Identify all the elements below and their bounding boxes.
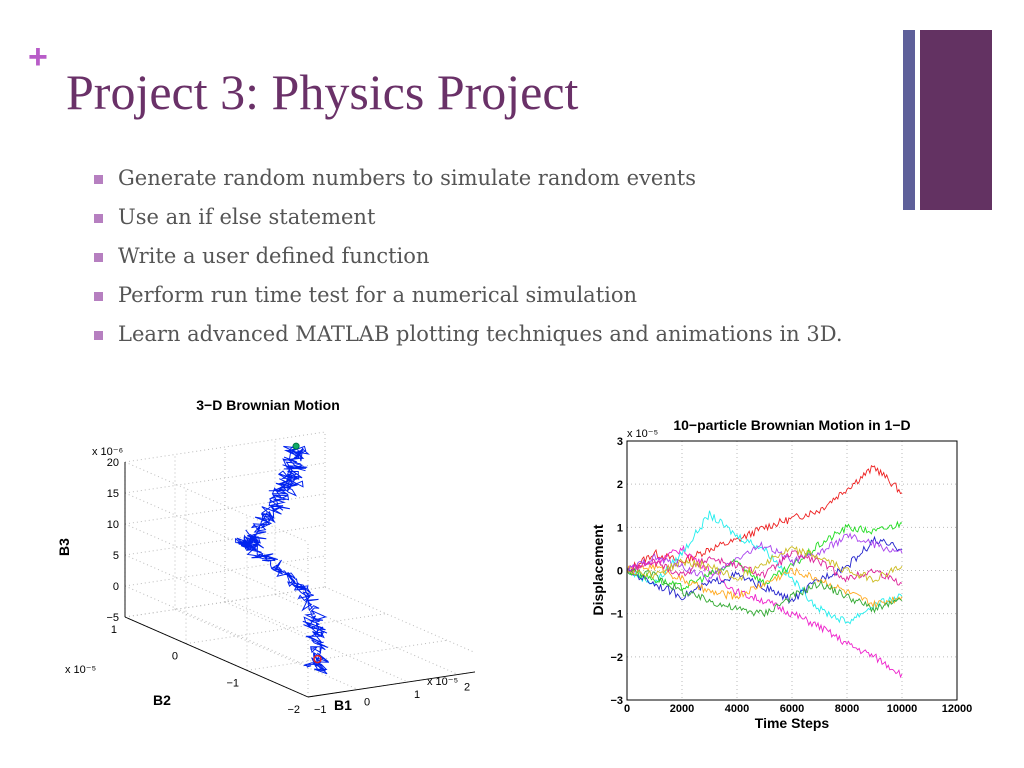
- y-axis-line: [124, 616, 309, 698]
- x-tick-label: 0: [624, 703, 630, 715]
- bullet-text: Write a user defined function: [118, 244, 430, 268]
- bullet-text: Use an if else statement: [118, 205, 376, 229]
- y-tick-label: −1: [610, 609, 623, 621]
- plot-frame: [626, 440, 958, 701]
- series-line: [626, 568, 903, 618]
- bullet-item: Use an if else statement: [90, 202, 880, 232]
- y-tick-label: 3: [617, 436, 623, 448]
- grid-line: [124, 523, 309, 605]
- bullet-item: Perform run time test for a numerical si…: [90, 280, 880, 310]
- x-tick-label: 1: [414, 689, 420, 701]
- x-axis-line: [307, 671, 475, 698]
- series-line: [626, 510, 903, 625]
- y-tick-label: 0: [172, 651, 178, 663]
- bullet-item: Learn advanced MATLAB plotting technique…: [90, 319, 880, 349]
- z-multiplier-label: x 10⁻⁶: [92, 446, 123, 458]
- series-line: [626, 562, 903, 609]
- x-tick-label: 10000: [887, 703, 918, 715]
- y-tick-label: −2: [610, 652, 623, 664]
- x-tick-label: 4000: [725, 703, 749, 715]
- bullet-item: Write a user defined function: [90, 241, 880, 271]
- y-tick-label: 0: [617, 566, 623, 578]
- grid-line: [124, 586, 326, 618]
- x-multiplier-label: x 10⁻⁵: [427, 676, 458, 688]
- y-tick-label: 1: [617, 522, 623, 534]
- grid-line: [124, 431, 326, 463]
- x-tick-label: −1: [314, 704, 327, 715]
- square-bullet-icon: [94, 292, 103, 301]
- series-line: [626, 464, 903, 571]
- grid-line: [124, 524, 326, 556]
- z-tick-label: 0: [113, 581, 119, 593]
- x-tick-label: 6000: [780, 703, 804, 715]
- z-tick-label: −5: [106, 612, 119, 624]
- series-group: [626, 464, 903, 679]
- y-tick-label: 1: [111, 624, 117, 636]
- bullet-list: Generate random numbers to simulate rand…: [90, 163, 880, 358]
- brownian-1d-chart: 10−particle Brownian Motion in 1−D x 10⁻…: [590, 417, 972, 731]
- grid-line: [324, 586, 475, 654]
- series-line: [626, 532, 903, 583]
- grid-line: [124, 554, 309, 636]
- x-tick-label: 2: [464, 682, 470, 694]
- y-multiplier-label: x 10⁻⁵: [627, 428, 658, 440]
- plot-grid: [627, 441, 957, 700]
- z-tick-label: 10: [107, 519, 119, 531]
- x-tick-label: 12000: [942, 703, 973, 715]
- square-bullet-icon: [94, 214, 103, 223]
- x-tick-label: 0: [364, 697, 370, 709]
- square-bullet-icon: [94, 331, 103, 340]
- y-tick-label: −1: [226, 677, 239, 689]
- grid-line: [185, 613, 387, 645]
- grid-line: [174, 609, 359, 690]
- series-line: [626, 550, 903, 586]
- y-tick-label: −2: [287, 704, 300, 715]
- tick-labels: 0 2000 4000 6000 8000 10000 12000 −3 −2 −1 0 1 2 3: [610, 436, 972, 715]
- z-tick-label: 5: [113, 550, 119, 562]
- x-axis-label: B1: [334, 697, 352, 713]
- y-tick-label: −3: [610, 695, 623, 707]
- path-line: [234, 442, 330, 675]
- grid-line: [274, 594, 459, 675]
- plus-icon: +: [28, 38, 48, 76]
- y-tick-label: 2: [617, 479, 623, 491]
- end-marker: [292, 442, 300, 450]
- decor-bar-dark: [920, 30, 992, 210]
- x-tick-label: 2000: [670, 703, 694, 715]
- brownian-3d-chart: 3−D Brownian Motion −5 0 5 10 15 20 −2 −1 0 1 −1 0 1…: [56, 397, 475, 715]
- chart-title: 3−D Brownian Motion: [196, 397, 340, 413]
- y-axis-label: Displacement: [590, 524, 606, 615]
- bullet-item: Generate random numbers to simulate rand…: [90, 163, 880, 193]
- start-marker: [313, 654, 322, 664]
- bullet-text: Learn advanced MATLAB plotting technique…: [118, 322, 843, 346]
- z-tick-label: 20: [107, 457, 119, 469]
- series-line: [626, 520, 903, 592]
- z-tick-label: 15: [107, 488, 119, 500]
- plot-axes: [124, 462, 475, 698]
- decor-bar-light: [903, 30, 915, 210]
- series-line: [626, 544, 903, 679]
- series-line: [626, 545, 903, 583]
- slide-title: Project 3: Physics Project: [66, 64, 579, 120]
- brownian-path: [234, 442, 330, 675]
- grid-line: [124, 555, 326, 587]
- z-axis-label: B3: [56, 538, 72, 556]
- x-axis-label: Time Steps: [755, 715, 830, 731]
- grid-line: [246, 639, 448, 671]
- square-bullet-icon: [94, 175, 103, 184]
- x-tick-label: 8000: [835, 703, 859, 715]
- y-multiplier-label: x 10⁻⁵: [65, 664, 96, 676]
- bullet-text: Perform run time test for a numerical si…: [118, 283, 638, 307]
- bullet-text: Generate random numbers to simulate rand…: [118, 166, 697, 190]
- grid-line: [124, 493, 326, 525]
- square-bullet-icon: [94, 253, 103, 262]
- y-axis-label: B2: [153, 692, 171, 708]
- chart-title: 10−particle Brownian Motion in 1−D: [673, 417, 910, 433]
